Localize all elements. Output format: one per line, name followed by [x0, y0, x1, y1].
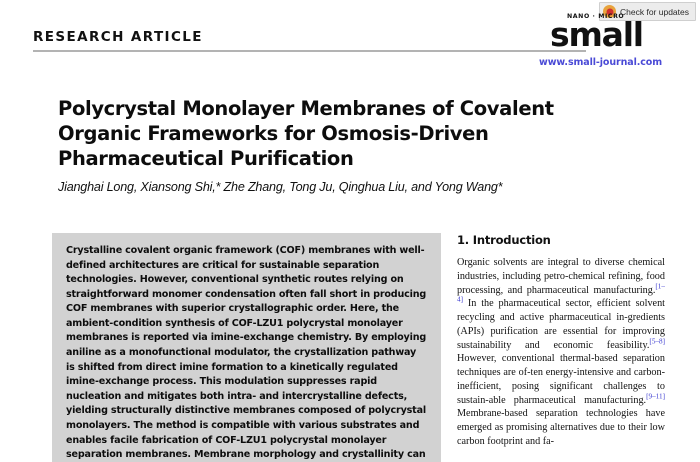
intro-text-part-2: In the pharmaceutical sector, efficient …: [457, 298, 665, 351]
intro-text-part-4: Membrane-based separation technologies h…: [457, 408, 665, 447]
citation-link-3[interactable]: [9–11]: [646, 392, 665, 401]
page-title: Polycrystal Monolayer Membranes of Coval…: [58, 97, 554, 170]
citation-link-2[interactable]: [5–8]: [649, 337, 665, 346]
intro-text-part-1: Organic solvents are integral to diverse…: [457, 257, 665, 296]
crossmark-icon: [603, 5, 617, 18]
abstract-text: Crystalline covalent organic framework (…: [66, 245, 427, 461]
journal-url[interactable]: www.small-journal.com: [539, 57, 662, 68]
journal-logo: NANO · MICRO small: [550, 13, 662, 55]
section-heading-introduction: 1. Introduction: [457, 233, 551, 247]
check-for-updates-badge[interactable]: Check for updates: [599, 2, 696, 21]
running-head: RESEARCH ARTICLE: [33, 29, 203, 45]
journal-kicker: NANO · MICRO: [567, 13, 625, 20]
header-divider: [33, 50, 586, 52]
introduction-paragraph: Organic solvents are integral to diverse…: [457, 256, 665, 449]
abstract-box: Crystalline covalent organic framework (…: [52, 233, 441, 462]
citation-link-1[interactable]: [1–4]: [457, 282, 665, 304]
author-list: Jianghai Long, Xiansong Shi,* Zhe Zhang,…: [58, 180, 503, 194]
check-for-updates-label: Check for updates: [620, 6, 689, 17]
introduction-column: 1. Introduction Organic solvents are int…: [457, 233, 665, 462]
journal-name: small: [550, 15, 644, 55]
intro-text-part-3: However, conventional thermal-based sepa…: [457, 353, 665, 406]
